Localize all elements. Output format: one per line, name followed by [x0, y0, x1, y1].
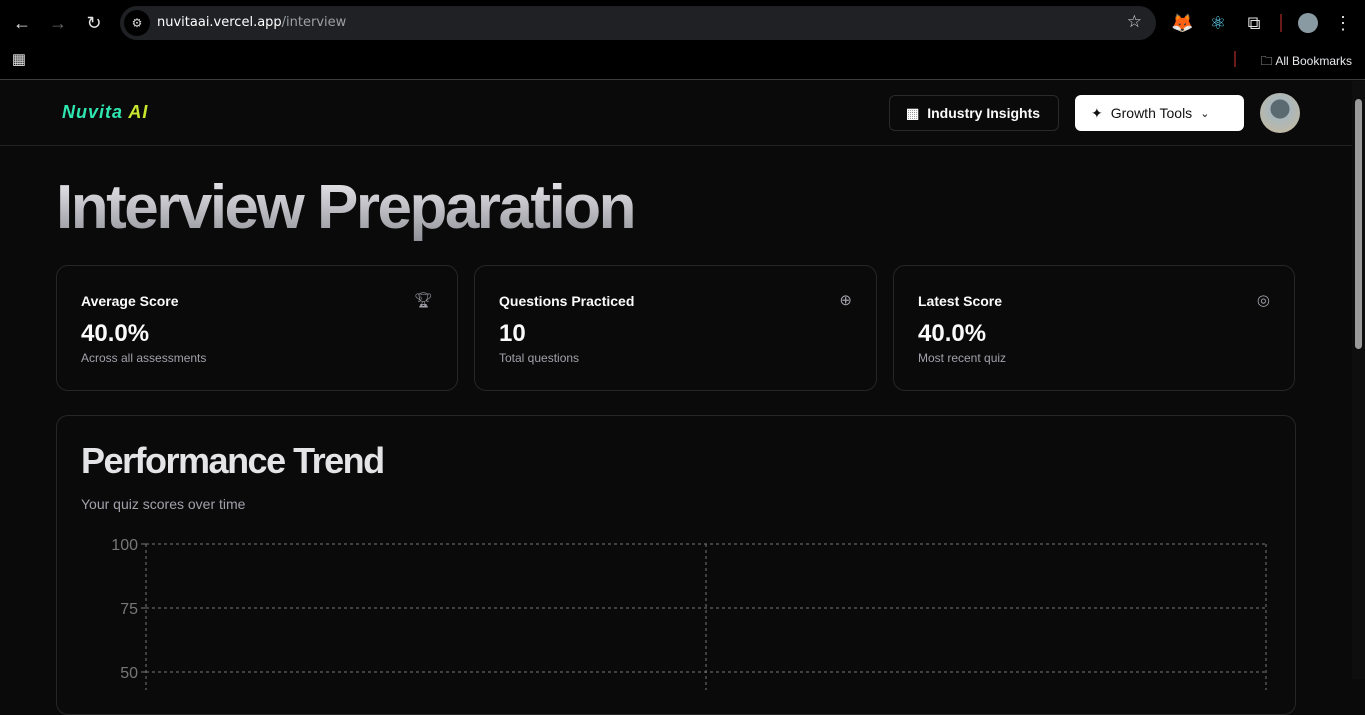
extensions-icon[interactable]: ⧉ — [1247, 13, 1261, 33]
chart-title: Performance Trend — [81, 440, 385, 481]
industry-insights-button[interactable]: ▦ Industry Insights — [889, 95, 1059, 131]
scrollbar[interactable] — [1352, 81, 1365, 679]
react-devtools-icon[interactable]: ⚛ — [1209, 13, 1227, 33]
stat-card-questions-practiced: Questions Practiced ⊕ 10 Total questions — [474, 265, 877, 391]
url-path: /interview — [281, 15, 347, 30]
target-icon: ◎ — [1256, 292, 1270, 309]
growth-tools-dropdown[interactable]: ✦ Growth Tools ⌄ — [1075, 95, 1244, 131]
performance-chart: 100 75 50 — [111, 537, 1267, 690]
trophy-icon: 🏆︎ — [413, 292, 433, 309]
url-host: nuvitaai.vercel.app — [157, 15, 282, 30]
reload-icon[interactable]: ↻ — [86, 13, 102, 33]
profile-icon[interactable] — [1298, 13, 1318, 33]
app-header: Nuvita AI ▦ Industry Insights ✦ Growth Too… — [0, 81, 1352, 146]
bookmark-star-icon[interactable]: ☆ — [1126, 12, 1142, 31]
scrollbar-thumb[interactable] — [1355, 99, 1362, 349]
y-tick-label: 50 — [120, 665, 138, 682]
brain-icon: ⊕ — [839, 292, 852, 309]
dashboard-icon: ▦ — [906, 104, 920, 121]
all-bookmarks[interactable]: 🗀 All Bookmarks — [1260, 54, 1352, 68]
avatar[interactable] — [1260, 93, 1300, 133]
stat-card-average-score: Average Score 🏆︎ 40.0% Across all assess… — [56, 265, 458, 391]
back-icon[interactable]: ← — [13, 13, 31, 33]
sparkles-icon: ✦ — [1091, 104, 1103, 121]
folder-icon: 🗀 — [1260, 54, 1276, 68]
chart-subtitle: Your quiz scores over time — [81, 496, 246, 512]
browser-chrome: ← → ↻ ⚙ nuvitaai.vercel.app/interview ☆ … — [0, 0, 1365, 80]
site-info-icon[interactable]: ⚙ — [124, 10, 150, 36]
chevron-down-icon: ⌄ — [1200, 107, 1210, 120]
stat-card-latest-score: Latest Score ◎ 40.0% Most recent quiz — [893, 265, 1295, 391]
y-tick-label: 100 — [111, 537, 138, 554]
forward-icon[interactable]: → — [49, 13, 67, 33]
logo[interactable]: Nuvita AI — [62, 102, 149, 122]
address-bar[interactable]: ⚙ nuvitaai.vercel.app/interview ☆ — [120, 6, 1156, 40]
page-title: Interview Preparation — [56, 173, 637, 242]
metamask-extension-icon[interactable]: 🦊 — [1171, 13, 1194, 33]
apps-icon[interactable]: ▦ — [11, 51, 27, 68]
menu-icon[interactable]: ⋮ — [1334, 13, 1352, 33]
y-tick-label: 75 — [120, 601, 138, 618]
